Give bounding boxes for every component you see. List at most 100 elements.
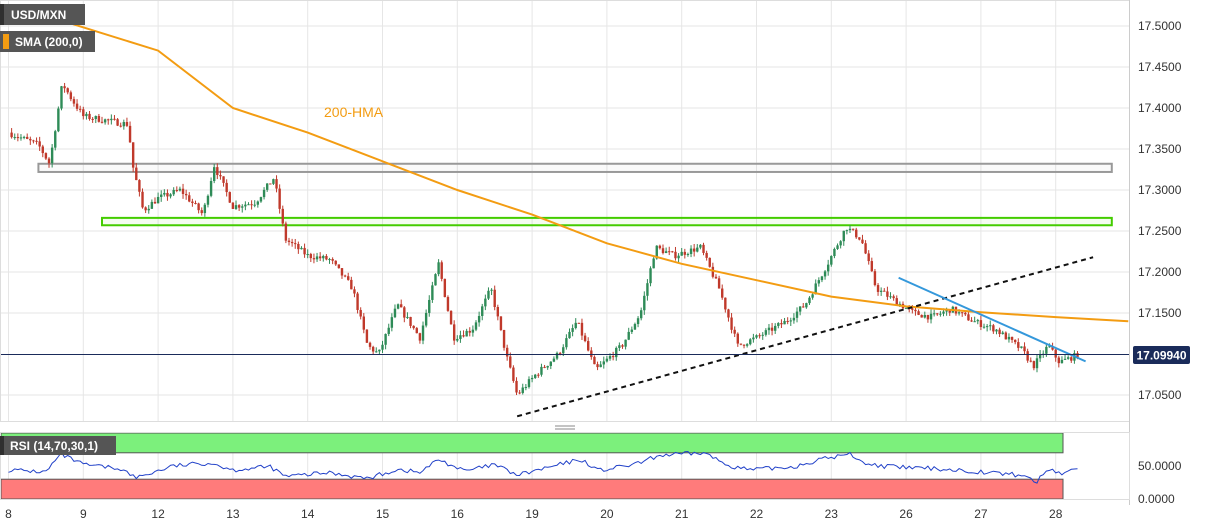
candle-body (515, 380, 518, 393)
candle-body (178, 188, 182, 191)
candle-body (873, 271, 877, 286)
candle-body (22, 136, 26, 138)
candle-body (1035, 358, 1039, 369)
candle-body (745, 344, 749, 346)
x-tick-label: 26 (899, 507, 913, 521)
rsi-pane (0, 432, 1078, 500)
candle-body (275, 179, 278, 189)
candle-body (546, 365, 549, 368)
candle-body (624, 339, 627, 347)
candle-body (721, 288, 724, 298)
candle-body (1051, 346, 1054, 350)
candle-body (655, 245, 658, 259)
hma-line (12, 4, 1129, 323)
candle-body (911, 308, 914, 310)
candle-body (69, 92, 73, 100)
candle-body (1054, 349, 1057, 358)
candle-body (356, 293, 359, 310)
candle-body (755, 335, 758, 338)
candle-body (1004, 332, 1008, 340)
candle-body (677, 255, 680, 259)
candle-body (493, 289, 496, 308)
candle-body (241, 206, 244, 208)
candle-body (219, 175, 222, 177)
x-tick-label: 16 (451, 507, 465, 521)
candle-body (265, 183, 269, 190)
candle-body (602, 361, 605, 365)
candle-body (452, 324, 456, 341)
candle-body (527, 379, 531, 388)
candle-body (1007, 336, 1011, 340)
candle-body (973, 321, 976, 323)
zone-layer (37, 162, 1113, 227)
candle-body (474, 322, 478, 330)
candle-body (181, 188, 185, 194)
symbol-text: USD/MXN (11, 8, 66, 22)
candle-body (889, 296, 892, 298)
candle-body (147, 208, 150, 211)
time-axis: 8 9 12 13 14 15 16 19 20 21 22 23 26 27 28 (5, 507, 1063, 521)
candle-body (593, 356, 596, 365)
x-tick-label: 12 (151, 507, 165, 521)
rsi-line (8, 450, 1078, 484)
y-tick-label: 17.2500 (1138, 224, 1182, 238)
candle-body (384, 333, 387, 345)
rsi-oversold-band (0, 478, 1064, 500)
candle-body (758, 335, 761, 337)
candle-body (26, 136, 29, 139)
candle-body (481, 306, 484, 316)
last-price-label: 17.09940 (1136, 349, 1186, 363)
candle-body (961, 312, 964, 314)
candle-body (998, 329, 1001, 335)
candle-body (814, 283, 817, 295)
candle-body (387, 327, 390, 334)
descending-resistance-line (898, 276, 1087, 363)
candle-body (895, 298, 898, 306)
candle-body (920, 314, 923, 318)
zone-gray (37, 162, 1113, 173)
x-tick-label: 21 (675, 507, 689, 521)
candle-body (434, 274, 437, 286)
candle-body (699, 244, 702, 248)
candle-body (823, 271, 827, 277)
candle-body (222, 176, 225, 183)
candle-body (540, 366, 543, 375)
candle-body (792, 317, 796, 321)
candle-body (808, 297, 811, 304)
candle-body (711, 266, 715, 277)
candle-body (530, 377, 534, 380)
candle-body (253, 204, 256, 206)
pane-resize-handle[interactable] (555, 425, 575, 430)
rsi-tick-label: 0.0000 (1138, 492, 1175, 506)
candle-body (509, 356, 512, 368)
candle-body (393, 308, 397, 318)
candle-body (269, 183, 272, 185)
candle-body (312, 258, 316, 260)
candle-body (334, 260, 337, 265)
candle-body (365, 329, 369, 343)
candle-body (119, 125, 122, 127)
candle-body (206, 195, 210, 205)
candle-body (347, 276, 350, 280)
y-tick-label: 17.4000 (1138, 101, 1182, 115)
candle-body (131, 142, 135, 168)
candle-body (216, 167, 219, 176)
candle-body (512, 367, 515, 381)
candle-body (406, 316, 409, 318)
candle-body (605, 358, 609, 362)
candle-body (932, 313, 936, 315)
x-tick-label: 27 (974, 507, 988, 521)
candle-body (50, 147, 54, 164)
candle-body (858, 237, 861, 240)
candle-body (328, 259, 331, 261)
candle-body (914, 309, 917, 312)
candle-body (172, 189, 175, 195)
candle-body (558, 352, 562, 354)
candle-body (78, 108, 82, 110)
candle-body (826, 264, 830, 272)
candle-body (437, 262, 440, 275)
candle-body (661, 248, 665, 254)
candle-body (917, 311, 920, 315)
candle-body (403, 307, 406, 318)
candle-body (537, 374, 540, 376)
